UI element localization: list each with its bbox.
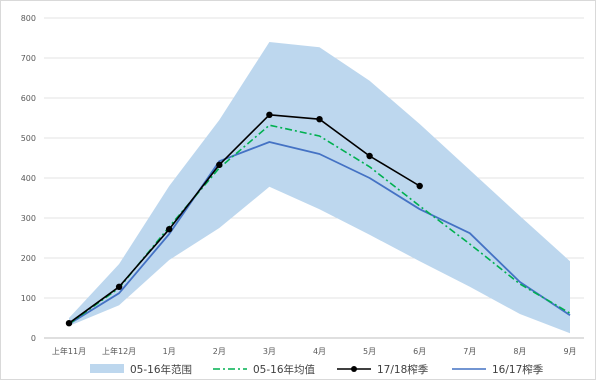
x-tick-label: 4月 — [313, 347, 326, 356]
data-point — [166, 226, 173, 233]
y-tick-label: 500 — [21, 134, 36, 143]
y-tick-label: 800 — [21, 14, 36, 23]
y-tick-label: 300 — [21, 214, 36, 223]
y-axis-ticks: 0 100 200 300 400 500 600 700 800 — [21, 14, 36, 343]
data-point — [115, 283, 123, 290]
y-tick-label: 700 — [21, 54, 36, 63]
data-point — [266, 111, 273, 119]
range-band-area — [69, 42, 570, 334]
x-tick-label: 3月 — [263, 347, 276, 356]
legend-label-1: 05-16年均值 — [253, 363, 316, 376]
x-axis-ticks: 上年11月 上年12月 1月 2月 3月 4月 5月 6月 7月 8月 9月 — [52, 346, 577, 356]
x-tick-label: 上年12月 — [102, 346, 136, 356]
data-point — [65, 320, 73, 327]
legend-label-3: 16/17榨季 — [492, 363, 544, 376]
series-lines — [65, 111, 571, 327]
legend-swatch-0 — [90, 364, 124, 373]
x-tick-label: 5月 — [363, 347, 376, 356]
y-tick-label: 400 — [21, 174, 36, 183]
data-point — [416, 182, 423, 190]
legend-marker — [351, 366, 357, 372]
series-line-2 — [68, 141, 571, 325]
data-point — [366, 152, 373, 160]
range-band-layer — [69, 42, 570, 334]
x-tick-label: 上年11月 — [52, 346, 86, 356]
x-tick-label: 6月 — [413, 347, 426, 356]
legend-label-0: 05-16年范围 — [130, 363, 192, 376]
y-tick-label: 100 — [21, 294, 36, 303]
x-tick-label: 7月 — [463, 347, 476, 356]
x-tick-label: 9月 — [563, 347, 576, 356]
series-line-0 — [68, 124, 571, 325]
x-tick-label: 1月 — [163, 347, 176, 356]
x-tick-label: 2月 — [213, 347, 226, 356]
legend: 05-16年范围 05-16年均值 17/18榨季 16/17榨季 — [90, 363, 544, 376]
data-point — [316, 116, 323, 123]
y-tick-label: 600 — [21, 94, 36, 103]
data-point — [216, 161, 223, 168]
y-tick-label: 200 — [21, 254, 36, 263]
legend-label-2: 17/18榨季 — [377, 363, 429, 376]
y-tick-label: 0 — [31, 334, 36, 343]
series-line-1 — [68, 114, 421, 324]
x-tick-label: 8月 — [513, 347, 526, 356]
